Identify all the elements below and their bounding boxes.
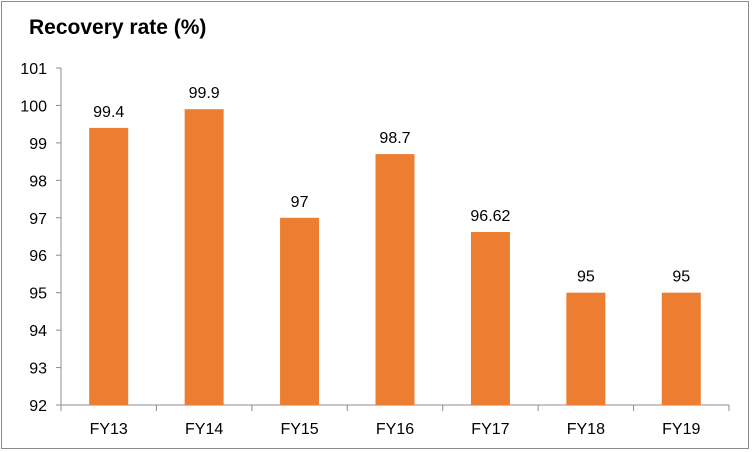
y-tick-label: 93 <box>29 361 47 378</box>
y-tick-label: 100 <box>20 98 47 115</box>
bar-fy19 <box>661 292 701 405</box>
data-label: 98.7 <box>379 130 410 147</box>
x-tick-label: FY19 <box>662 421 700 438</box>
x-tick-label: FY16 <box>376 421 414 438</box>
chart-title: Recovery rate (%) <box>29 16 207 39</box>
y-tick-label: 92 <box>29 398 47 415</box>
y-tick-label: 94 <box>29 323 47 340</box>
x-tick-label: FY15 <box>280 421 318 438</box>
bar-fy13 <box>89 127 129 406</box>
y-tick-label: 95 <box>29 286 47 303</box>
x-tick-label: FY13 <box>90 421 128 438</box>
x-tick-label: FY18 <box>567 421 605 438</box>
data-label: 99.4 <box>93 104 124 121</box>
bar-fy14 <box>184 109 224 405</box>
data-label: 99.9 <box>189 85 220 102</box>
bar-fy16 <box>375 154 415 405</box>
data-label: 95 <box>672 269 690 286</box>
y-tick-label: 96 <box>29 248 47 265</box>
x-tick-label: FY17 <box>471 421 509 438</box>
bars <box>89 109 701 406</box>
y-tick-label: 98 <box>29 173 47 190</box>
y-tick-label: 101 <box>20 61 47 78</box>
data-label: 97 <box>291 194 309 211</box>
data-labels: 99.4 99.9 97 98.7 96.62 95 95 <box>93 85 690 285</box>
bar-fy17 <box>470 232 510 405</box>
y-tick-label: 99 <box>29 136 47 153</box>
y-tick-label: 97 <box>29 211 47 228</box>
x-tick-label: FY14 <box>185 421 223 438</box>
bar-fy15 <box>280 217 320 405</box>
bar-fy18 <box>566 292 606 405</box>
x-axis: FY13 FY14 FY15 FY16 FY17 FY18 FY19 <box>60 404 730 438</box>
data-label: 95 <box>577 269 595 286</box>
y-axis: 92 93 94 95 96 97 98 99 100 101 <box>20 61 62 415</box>
data-label: 96.62 <box>470 208 510 225</box>
